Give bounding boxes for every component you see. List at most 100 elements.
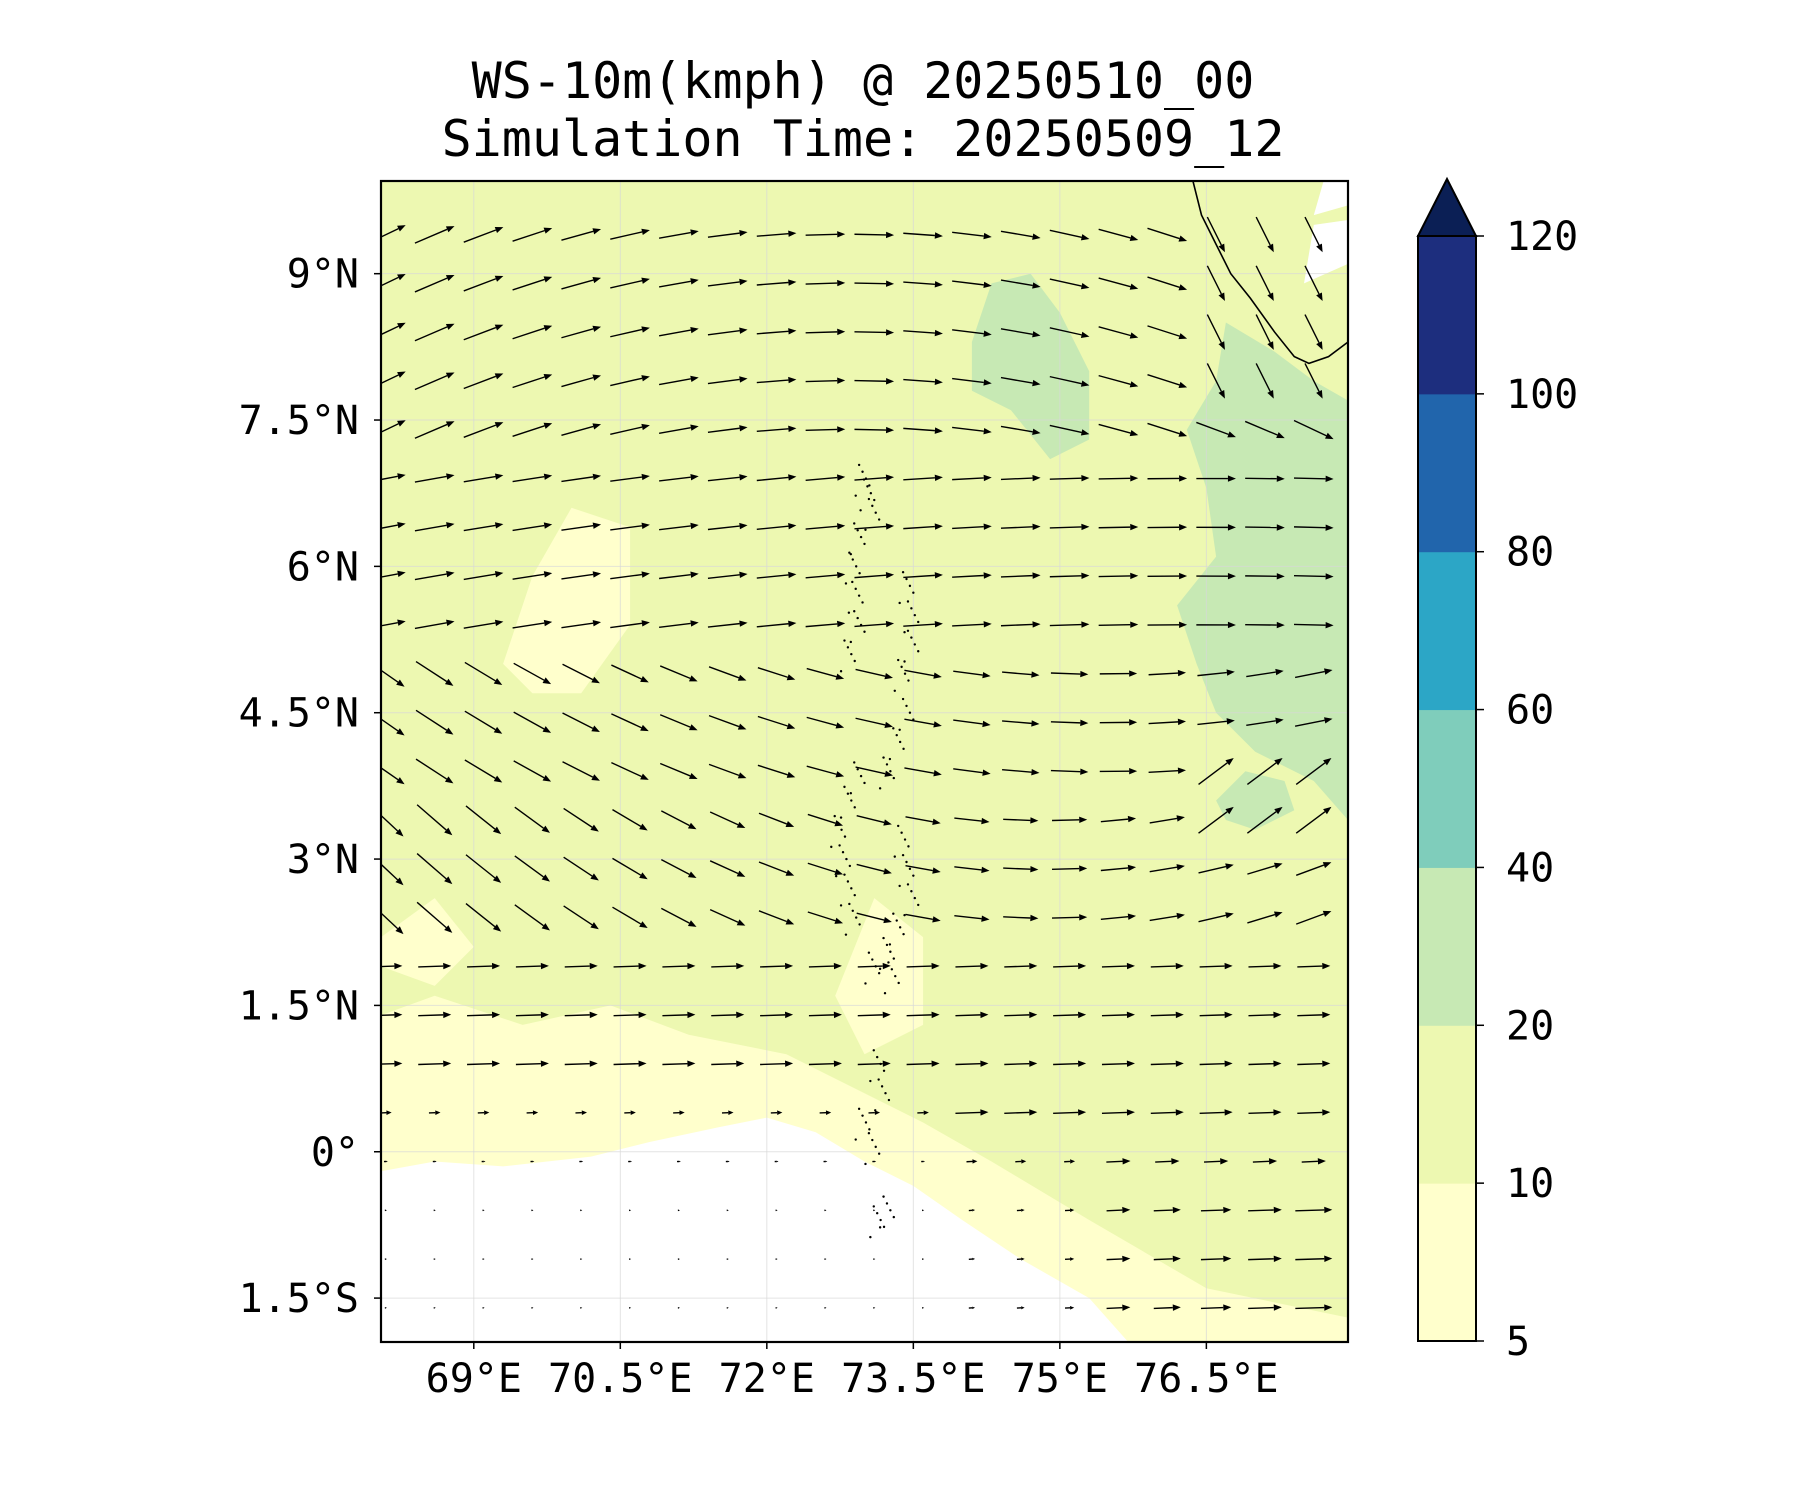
wind-vector-head [446, 570, 455, 578]
wind-vector-head [1126, 1060, 1135, 1067]
wind-vector-shaft [514, 855, 544, 878]
wind-vector-head [836, 474, 846, 481]
wind-vector [414, 619, 455, 630]
wind-vector-shaft [1297, 1062, 1323, 1066]
wind-vector-head [1080, 768, 1089, 775]
wind-vector [659, 762, 698, 780]
atoll-island [898, 728, 901, 731]
atoll-island [896, 824, 900, 828]
wind-vector-head [679, 1110, 685, 1116]
wind-vector [708, 666, 747, 681]
wind-vector-shaft [515, 1062, 541, 1066]
wind-vector-shaft [418, 1062, 444, 1066]
wind-vector-shaft [857, 965, 883, 968]
wind-vector [526, 1110, 539, 1116]
wind-vector-head [983, 572, 992, 579]
wind-vector [628, 1160, 632, 1163]
wind-vector-shaft [463, 475, 496, 483]
atoll-island [903, 660, 906, 663]
wind-vector-head [788, 620, 797, 627]
wind-vector [1050, 670, 1089, 678]
wind-vector-head [1179, 475, 1188, 482]
wind-vector-head [639, 872, 648, 880]
wind-vector-head [983, 523, 992, 530]
wind-vector [756, 571, 797, 579]
wind-vector [659, 522, 699, 531]
wind-vector-shaft [1004, 1062, 1030, 1066]
wind-vector-head [777, 1110, 783, 1116]
wind-vector-shaft [467, 1014, 493, 1017]
wind-vector-head [434, 1307, 436, 1309]
atoll-island [857, 1107, 861, 1111]
wind-vector-shaft [1255, 363, 1271, 392]
wind-vector-shaft [562, 761, 594, 778]
wind-vector [968, 1306, 976, 1310]
wind-vector-head [641, 522, 650, 529]
wind-vector-shaft [1049, 327, 1082, 336]
wind-vector [756, 230, 797, 237]
wind-vector-shaft [760, 1014, 786, 1017]
wind-vector [952, 621, 992, 628]
wind-vector [659, 473, 699, 482]
wind-vector-shaft [564, 965, 590, 968]
wind-vector-shaft [1196, 421, 1229, 436]
atoll-island [885, 1202, 889, 1205]
atoll-island [903, 838, 907, 841]
wind-vector-shaft [1000, 526, 1033, 529]
wind-vector [952, 329, 992, 337]
wind-vector-head [1130, 523, 1139, 531]
wind-vector-head [1129, 381, 1139, 388]
wind-vector-head [397, 473, 406, 480]
wind-vector [968, 1257, 976, 1261]
wind-vector [514, 806, 550, 833]
wind-vector-head [1032, 282, 1041, 289]
wind-vector [1200, 1304, 1232, 1311]
wind-vector-shaft [757, 764, 788, 776]
wind-vector-head [492, 924, 502, 932]
wind-vector-shaft [905, 913, 933, 921]
wind-vector [1000, 425, 1041, 435]
wind-vector [1002, 768, 1040, 776]
wind-vector [463, 619, 504, 629]
wind-vector-head [1127, 913, 1137, 920]
wind-vector-head [885, 572, 895, 579]
wind-vector [819, 1110, 832, 1116]
wind-vector-shaft [414, 277, 448, 293]
wind-vector-head [883, 819, 892, 826]
wind-vector-shaft [854, 476, 887, 481]
wind-vector-shaft [658, 329, 691, 337]
wind-vector-head [640, 676, 649, 683]
wind-vector-shaft [1098, 228, 1131, 239]
atoll-island [851, 580, 854, 584]
wind-vector-head [1325, 432, 1334, 440]
wind-vector [561, 325, 602, 339]
wind-vector [1099, 670, 1138, 677]
wind-vector-shaft [1106, 1306, 1123, 1310]
chart-subtitle: Simulation Time: 20250509_12 [441, 110, 1285, 168]
coastlines [830, 181, 1348, 1239]
wind-vector-head [786, 674, 796, 681]
wind-vector [770, 1110, 783, 1116]
wind-vector-shaft [855, 668, 886, 677]
wind-vector-shaft [806, 667, 837, 678]
wind-vector-head [835, 771, 845, 778]
wind-vector-shaft [1049, 623, 1082, 627]
wind-vector [1147, 227, 1188, 242]
wind-vector-head [1078, 1109, 1087, 1116]
wind-vector-head [1171, 1158, 1180, 1165]
wind-vector-head [690, 326, 699, 334]
wind-vector-shaft [1053, 1062, 1079, 1066]
wind-vector [1147, 475, 1188, 482]
wind-vector [610, 473, 650, 482]
wind-vector [1049, 229, 1090, 241]
wind-vector-shaft [806, 716, 837, 727]
wind-vector-head [483, 1160, 486, 1163]
wind-vector-head [727, 1258, 729, 1260]
wind-vector [806, 716, 845, 729]
wind-vector-head [592, 522, 602, 529]
wind-vector [673, 1110, 685, 1116]
atoll-island [874, 1145, 877, 1149]
atoll-island [906, 600, 910, 603]
wind-vector [414, 226, 455, 244]
